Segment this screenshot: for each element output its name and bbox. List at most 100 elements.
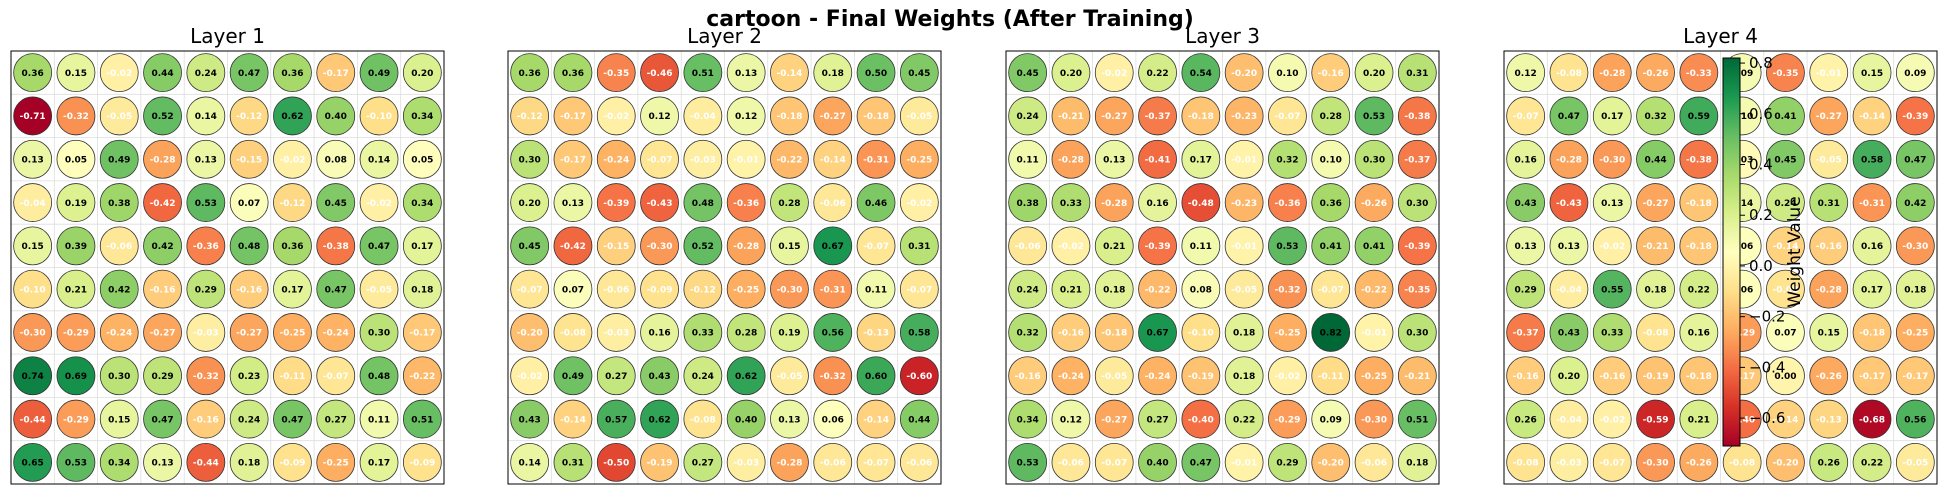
panel-layer-2: 0.36 0.36 -0.35 -0.46 0.51 0.13 -0.14 0.18 0.50 0… bbox=[507, 24, 942, 485]
weight-label: 0.30 bbox=[108, 372, 130, 382]
weight-label: 0.28 bbox=[1320, 112, 1342, 122]
weight-cell bbox=[770, 356, 809, 396]
weight-cell bbox=[510, 442, 550, 482]
weight-cell bbox=[1224, 96, 1264, 136]
weight-cell bbox=[1094, 269, 1134, 309]
weight-cell bbox=[1679, 399, 1719, 439]
weight-cell bbox=[683, 442, 723, 482]
weight-cell bbox=[1809, 183, 1849, 222]
weight-label: -0.22 bbox=[776, 155, 802, 165]
weight-label: 0.20 bbox=[1558, 372, 1580, 382]
weight-label: -0.01 bbox=[1816, 69, 1842, 79]
weight-label: -0.25 bbox=[323, 459, 349, 469]
weight-label: 0.82 bbox=[1320, 329, 1342, 339]
weight-cell bbox=[1268, 183, 1307, 222]
weight-cell bbox=[856, 313, 896, 352]
weight-cell bbox=[899, 226, 939, 266]
weight-cell bbox=[1181, 226, 1221, 266]
weight-cell bbox=[1549, 183, 1589, 222]
weight-label: -0.22 bbox=[1145, 285, 1171, 295]
weight-label: 0.43 bbox=[648, 372, 670, 382]
weight-cell bbox=[13, 183, 53, 222]
weight-cell bbox=[813, 442, 853, 482]
weight-cell bbox=[1008, 269, 1048, 309]
weight-label: -0.08 bbox=[560, 329, 586, 339]
weight-cell bbox=[770, 313, 809, 352]
weight-label: -0.05 bbox=[906, 112, 932, 122]
weight-cell bbox=[553, 356, 593, 396]
weight-cell bbox=[1008, 139, 1048, 179]
weight-label: -0.18 bbox=[776, 112, 802, 122]
weight-cell bbox=[229, 139, 269, 179]
weight-cell bbox=[1051, 313, 1091, 352]
weight-label: 0.31 bbox=[1818, 199, 1840, 209]
weight-label: 0.20 bbox=[1060, 69, 1082, 79]
weight-cell bbox=[770, 139, 809, 179]
weight-cell bbox=[143, 96, 182, 136]
weight-label: 0.43 bbox=[1558, 329, 1580, 339]
weight-cell bbox=[683, 356, 723, 396]
weight-cell bbox=[1636, 442, 1675, 482]
weight-cell bbox=[1138, 183, 1177, 222]
weight-label: -0.08 bbox=[1772, 285, 1798, 295]
weight-cell bbox=[510, 269, 550, 309]
weight-label: -0.09 bbox=[647, 285, 673, 295]
weight-cell bbox=[856, 399, 896, 439]
weight-cell bbox=[1094, 139, 1134, 179]
weight-label: -0.02 bbox=[1274, 372, 1300, 382]
weight-label: 0.05 bbox=[65, 155, 87, 165]
weight-cell bbox=[1311, 356, 1351, 396]
weight-cell bbox=[402, 226, 442, 266]
weight-cell bbox=[1354, 53, 1394, 93]
weight-cell bbox=[683, 226, 723, 266]
weight-label: -0.30 bbox=[1902, 242, 1928, 252]
weight-cell bbox=[1549, 356, 1589, 396]
weight-label: 0.27 bbox=[605, 372, 627, 382]
weight-label: 0.24 bbox=[1017, 112, 1039, 122]
weight-label: -0.28 bbox=[776, 459, 802, 469]
weight-label: 0.12 bbox=[648, 112, 670, 122]
weight-cell bbox=[99, 442, 139, 482]
weight-cell bbox=[1592, 226, 1632, 266]
weight-label: 0.17 bbox=[368, 459, 390, 469]
weight-cell bbox=[726, 269, 766, 309]
weight-cell bbox=[229, 269, 269, 309]
weight-label: -0.03 bbox=[193, 329, 219, 339]
weight-label: 0.16 bbox=[1515, 155, 1537, 165]
weight-label: 0.56 bbox=[822, 329, 844, 339]
weight-label: 0.18 bbox=[238, 459, 260, 469]
weight-label: -0.04 bbox=[1556, 285, 1582, 295]
weight-cell bbox=[1852, 269, 1892, 309]
weight-label: 0.42 bbox=[151, 242, 173, 252]
weight-cell bbox=[143, 313, 182, 352]
weight-label: 0.28 bbox=[735, 329, 757, 339]
weight-cell bbox=[856, 96, 896, 136]
weight-label: 0.15 bbox=[778, 242, 800, 252]
weight-label: -0.01 bbox=[1231, 155, 1257, 165]
weight-label: -0.32 bbox=[193, 372, 219, 382]
weight-label: -0.38 bbox=[323, 242, 349, 252]
weight-cell bbox=[683, 269, 723, 309]
weight-cell bbox=[770, 226, 809, 266]
weight-cell bbox=[1224, 442, 1264, 482]
weight-label: -0.08 bbox=[1643, 329, 1669, 339]
weight-label: 0.15 bbox=[22, 242, 44, 252]
weight-label: 0.42 bbox=[108, 285, 130, 295]
weight-label: -0.44 bbox=[193, 459, 219, 469]
weight-label: -0.05 bbox=[106, 112, 132, 122]
weight-cell bbox=[186, 442, 226, 482]
weight-cell bbox=[813, 226, 853, 266]
weight-label: -0.29 bbox=[63, 329, 89, 339]
weight-cell bbox=[856, 269, 896, 309]
weight-cell bbox=[1895, 226, 1935, 266]
weight-label: 0.18 bbox=[1406, 459, 1428, 469]
weight-cell bbox=[99, 269, 139, 309]
weight-label: 0.18 bbox=[1904, 285, 1926, 295]
weight-label: 0.53 bbox=[195, 199, 217, 209]
weight-cell bbox=[726, 313, 766, 352]
weight-cell bbox=[99, 399, 139, 439]
weight-cell bbox=[1181, 313, 1221, 352]
weight-label: 0.21 bbox=[65, 285, 87, 295]
weight-label: 0.22 bbox=[1233, 415, 1255, 425]
colorbar-ticks: 0.8 0.6 0.4 0.2 0.0 −0.2 −0.4 −0.6 bbox=[1740, 54, 1785, 427]
